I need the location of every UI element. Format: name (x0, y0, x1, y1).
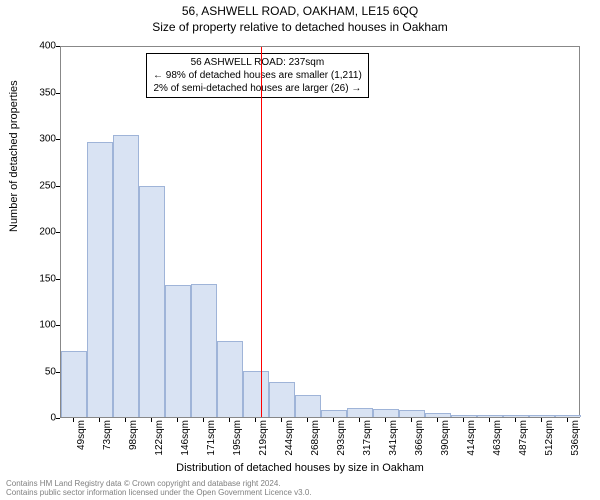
histogram-bar (269, 382, 295, 417)
histogram-bar (451, 415, 477, 417)
y-tick-mark (56, 93, 60, 94)
page-title: 56, ASHWELL ROAD, OAKHAM, LE15 6QQ (0, 0, 600, 18)
x-tick-mark (255, 418, 256, 422)
annotation-line-2: ← 98% of detached houses are smaller (1,… (153, 69, 362, 82)
x-tick-label: 49sqm (76, 420, 87, 450)
y-tick-label: 300 (16, 134, 56, 145)
histogram-bar (217, 341, 243, 417)
y-tick-mark (56, 139, 60, 140)
histogram-plot: 56 ASHWELL ROAD: 237sqm ← 98% of detache… (60, 46, 580, 418)
y-tick-label: 50 (16, 366, 56, 377)
x-tick-mark (489, 418, 490, 422)
x-tick-mark (333, 418, 334, 422)
x-tick-label: 463sqm (492, 420, 503, 456)
x-tick-mark (177, 418, 178, 422)
x-tick-mark (437, 418, 438, 422)
y-tick-mark (56, 186, 60, 187)
x-tick-label: 122sqm (154, 420, 165, 456)
y-tick-mark (56, 232, 60, 233)
x-tick-mark (515, 418, 516, 422)
x-tick-label: 73sqm (102, 420, 113, 450)
x-tick-label: 171sqm (206, 420, 217, 456)
y-tick-label: 200 (16, 227, 56, 238)
x-tick-mark (411, 418, 412, 422)
x-tick-mark (229, 418, 230, 422)
histogram-bar (139, 186, 165, 417)
x-tick-mark (463, 418, 464, 422)
histogram-bar (373, 409, 399, 417)
x-tick-label: 195sqm (232, 420, 243, 456)
x-tick-mark (125, 418, 126, 422)
x-tick-mark (151, 418, 152, 422)
x-tick-label: 219sqm (258, 420, 269, 456)
x-tick-mark (99, 418, 100, 422)
y-tick-label: 150 (16, 273, 56, 284)
y-tick-mark (56, 372, 60, 373)
x-tick-label: 390sqm (440, 420, 451, 456)
reference-line (261, 47, 262, 417)
x-tick-label: 317sqm (362, 420, 373, 456)
x-tick-label: 366sqm (414, 420, 425, 456)
x-tick-label: 341sqm (388, 420, 399, 456)
histogram-bar (61, 351, 87, 417)
y-tick-label: 350 (16, 87, 56, 98)
x-tick-label: 512sqm (544, 420, 555, 456)
x-tick-label: 98sqm (128, 420, 139, 450)
histogram-bar (399, 410, 425, 417)
x-tick-label: 414sqm (466, 420, 477, 456)
y-tick-mark (56, 279, 60, 280)
histogram-bar (87, 142, 113, 417)
x-tick-label: 244sqm (284, 420, 295, 456)
y-tick-mark (56, 418, 60, 419)
y-tick-label: 100 (16, 320, 56, 331)
histogram-bar (555, 415, 581, 417)
annotation-line-3: 2% of semi-detached houses are larger (2… (153, 82, 362, 95)
x-tick-mark (359, 418, 360, 422)
x-tick-mark (73, 418, 74, 422)
page-subtitle: Size of property relative to detached ho… (0, 18, 600, 34)
x-tick-label: 268sqm (310, 420, 321, 456)
histogram-bar (295, 395, 321, 417)
histogram-bar (529, 415, 555, 417)
y-tick-mark (56, 325, 60, 326)
x-tick-label: 293sqm (336, 420, 347, 456)
footer-line-1: Contains HM Land Registry data © Crown c… (6, 479, 312, 489)
y-tick-label: 250 (16, 180, 56, 191)
annotation-line-1: 56 ASHWELL ROAD: 237sqm (153, 56, 362, 69)
x-tick-mark (307, 418, 308, 422)
footer-line-2: Contains public sector information licen… (6, 488, 312, 498)
footer-attribution: Contains HM Land Registry data © Crown c… (6, 479, 312, 498)
histogram-bar (503, 415, 529, 417)
histogram-bar (113, 135, 139, 417)
histogram-bar (243, 371, 269, 418)
y-tick-label: 400 (16, 41, 56, 52)
histogram-bar (347, 408, 373, 417)
histogram-bar (477, 415, 503, 417)
x-tick-mark (385, 418, 386, 422)
y-axis-label: Number of detached properties (8, 80, 20, 232)
x-axis-label: Distribution of detached houses by size … (0, 462, 600, 474)
x-tick-mark (281, 418, 282, 422)
histogram-bar (425, 413, 451, 417)
histogram-bar (191, 284, 217, 417)
x-tick-label: 536sqm (570, 420, 581, 456)
annotation-box: 56 ASHWELL ROAD: 237sqm ← 98% of detache… (146, 53, 369, 98)
y-tick-mark (56, 46, 60, 47)
x-tick-label: 487sqm (518, 420, 529, 456)
x-tick-mark (203, 418, 204, 422)
x-tick-mark (567, 418, 568, 422)
y-tick-label: 0 (16, 413, 56, 424)
x-tick-label: 146sqm (180, 420, 191, 456)
histogram-bar (165, 285, 191, 417)
x-tick-mark (541, 418, 542, 422)
histogram-bar (321, 410, 347, 417)
